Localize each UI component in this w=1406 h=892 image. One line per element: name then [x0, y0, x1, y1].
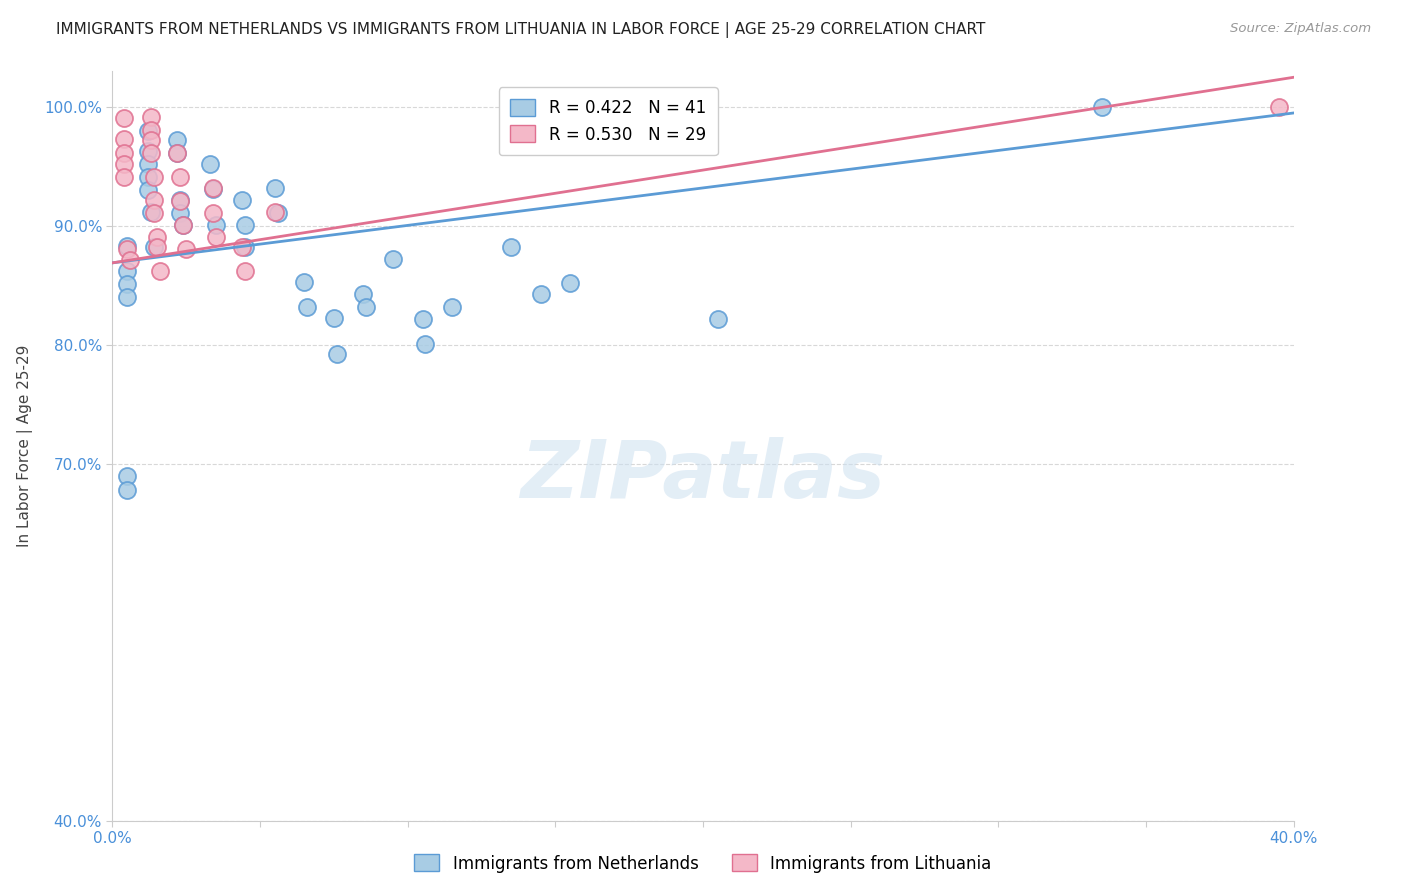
Point: [323, 310, 346, 325]
Point: [169, 193, 191, 207]
Point: [1091, 100, 1114, 114]
Point: [112, 157, 135, 171]
Point: [356, 300, 378, 314]
Point: [117, 290, 138, 304]
Text: IMMIGRANTS FROM NETHERLANDS VS IMMIGRANTS FROM LITHUANIA IN LABOR FORCE | AGE 25: IMMIGRANTS FROM NETHERLANDS VS IMMIGRANT…: [56, 22, 986, 38]
Point: [166, 146, 188, 161]
Point: [292, 275, 315, 289]
Legend: Immigrants from Netherlands, Immigrants from Lithuania: Immigrants from Netherlands, Immigrants …: [408, 847, 998, 880]
Point: [142, 240, 165, 254]
Point: [136, 144, 159, 158]
Point: [136, 170, 159, 185]
Point: [201, 181, 224, 195]
Legend: R = 0.422   N = 41, R = 0.530   N = 29: R = 0.422 N = 41, R = 0.530 N = 29: [499, 87, 717, 155]
Point: [205, 218, 228, 232]
Point: [112, 132, 135, 146]
Point: [142, 193, 165, 207]
Point: [264, 204, 287, 219]
Point: [174, 242, 197, 256]
Point: [146, 240, 169, 254]
Point: [169, 206, 191, 220]
Point: [117, 468, 138, 483]
Point: [233, 264, 256, 278]
Point: [201, 182, 224, 196]
Point: [231, 193, 253, 207]
Point: [117, 242, 138, 256]
Point: [529, 286, 551, 301]
Point: [411, 311, 433, 326]
Point: [706, 311, 728, 326]
Point: [112, 111, 135, 125]
Point: [139, 122, 162, 136]
Point: [166, 133, 188, 147]
Point: [166, 146, 188, 161]
Point: [382, 252, 405, 267]
Point: [117, 239, 138, 253]
Point: [139, 204, 162, 219]
Point: [415, 336, 437, 351]
Point: [136, 183, 159, 197]
Point: [205, 229, 228, 244]
Point: [264, 181, 287, 195]
Point: [352, 286, 374, 301]
Point: [117, 483, 138, 497]
Text: Source: ZipAtlas.com: Source: ZipAtlas.com: [1230, 22, 1371, 36]
Point: [231, 240, 253, 254]
Point: [139, 133, 162, 147]
Text: ZIPatlas: ZIPatlas: [520, 437, 886, 515]
Point: [172, 218, 194, 232]
Point: [169, 170, 191, 185]
Point: [233, 218, 256, 232]
Point: [1268, 100, 1291, 114]
Point: [117, 277, 138, 292]
Point: [198, 157, 221, 171]
Point: [142, 170, 165, 185]
Point: [441, 300, 464, 314]
Point: [558, 276, 582, 290]
Point: [117, 264, 138, 278]
Point: [501, 240, 523, 254]
Point: [297, 300, 319, 314]
Point: [112, 146, 135, 161]
Point: [112, 170, 135, 185]
Point: [136, 124, 159, 138]
Y-axis label: In Labor Force | Age 25-29: In Labor Force | Age 25-29: [17, 345, 32, 547]
Point: [136, 157, 159, 171]
Point: [149, 264, 172, 278]
Point: [233, 240, 256, 254]
Point: [139, 146, 162, 161]
Point: [172, 218, 194, 232]
Point: [139, 110, 162, 124]
Point: [267, 206, 290, 220]
Point: [146, 229, 169, 244]
Point: [326, 347, 349, 361]
Point: [169, 194, 191, 208]
Point: [201, 206, 224, 220]
Point: [120, 253, 142, 268]
Point: [142, 206, 165, 220]
